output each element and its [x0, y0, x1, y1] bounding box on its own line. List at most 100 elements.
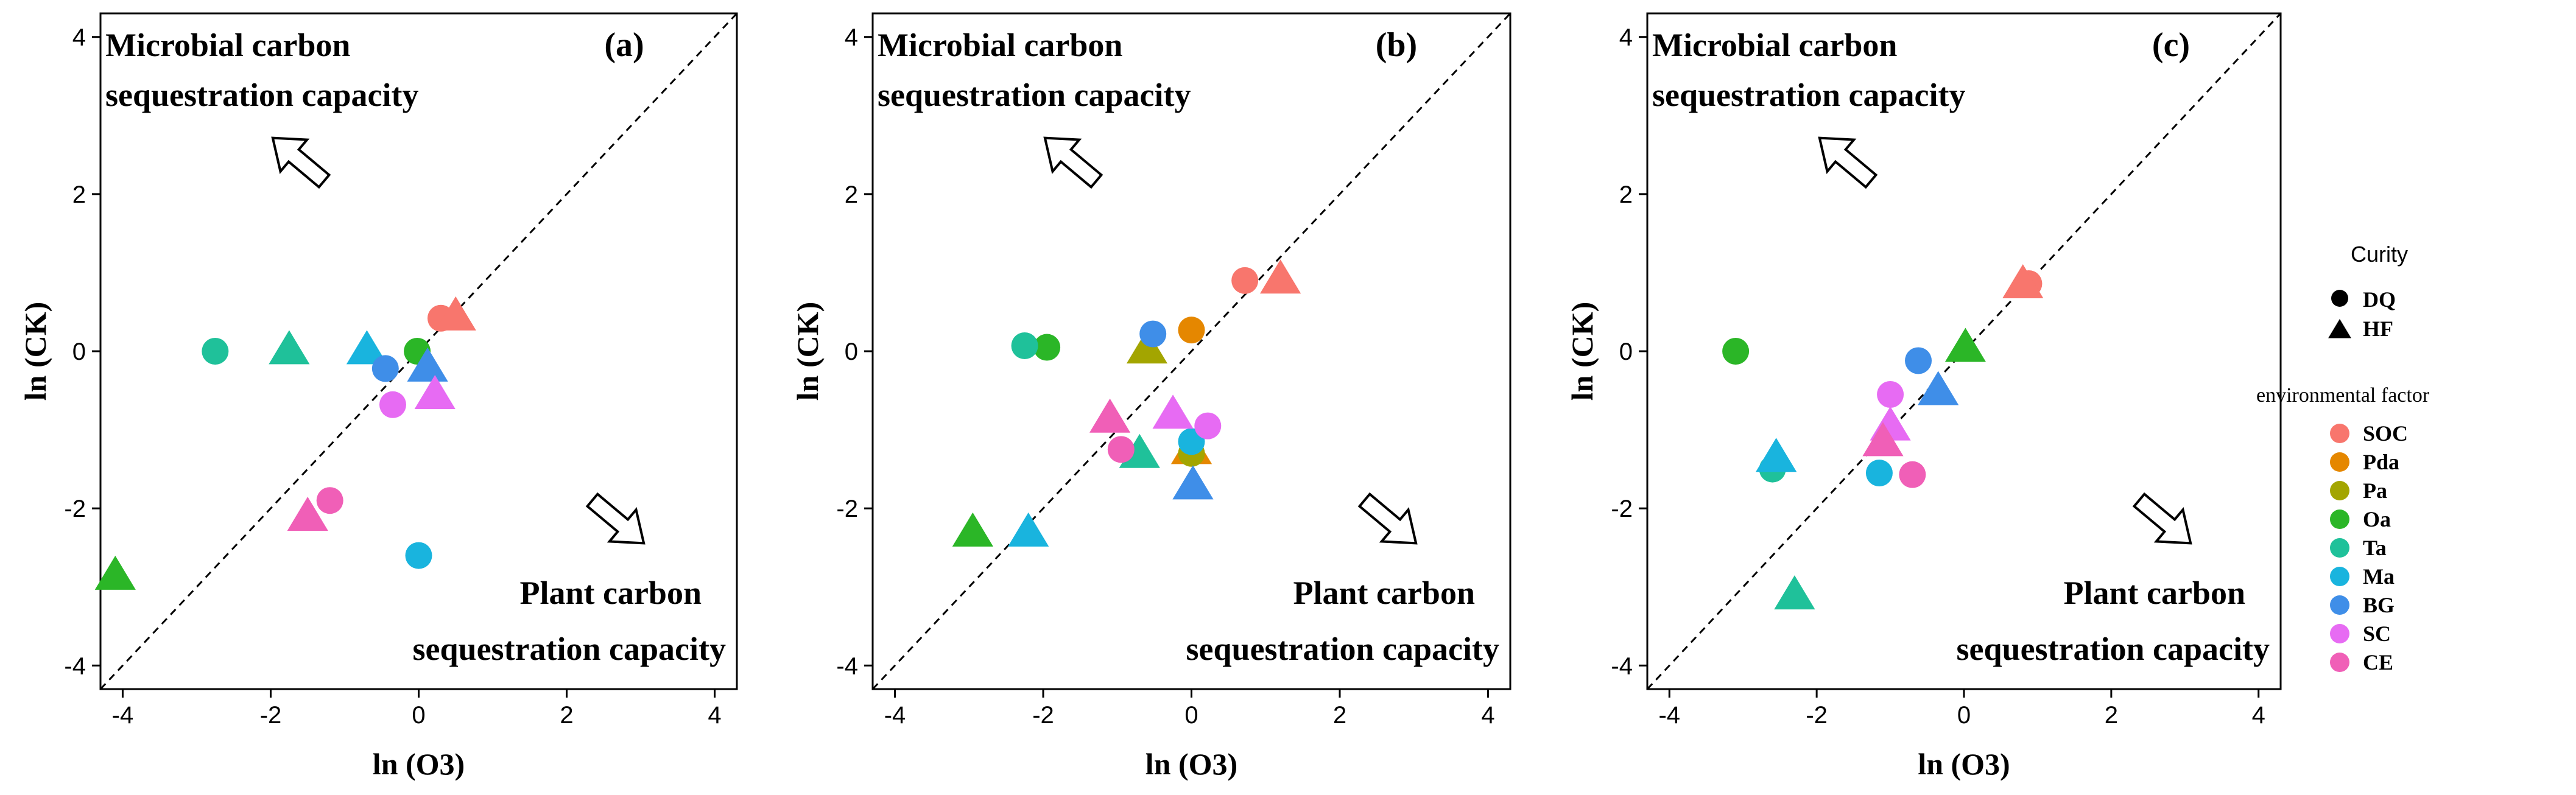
annotation-top-line-1: Microbial carbon: [878, 27, 1122, 63]
annotation-bottom-line-1: Plant carbon: [1293, 575, 1475, 611]
legend-swatch-pda: [2330, 452, 2349, 472]
legend-shape-label: DQ: [2363, 287, 2396, 312]
point-oa-hf: [94, 555, 136, 590]
x-axis-label: ln (O3): [373, 747, 465, 781]
point-oa-hf: [1944, 327, 1987, 362]
arrow-down-right-icon: [1357, 492, 1418, 545]
point-ce-dq: [1899, 461, 1926, 488]
point-ce-hf: [1862, 422, 1904, 457]
legend-env-label: Ma: [2363, 564, 2395, 589]
x-tick-label: 2: [2105, 702, 2118, 729]
arrow-up-left-icon: [1818, 136, 1878, 189]
legend-swatch-ce: [2330, 653, 2349, 672]
point-ce-dq: [1107, 436, 1135, 463]
point-pda-dq: [1178, 317, 1205, 344]
x-tick-label: 2: [560, 702, 573, 729]
point-ma-dq: [1865, 460, 1893, 487]
point-bg-dq: [1905, 347, 1932, 374]
x-tick-label: -4: [884, 702, 906, 729]
annotation-bottom-line-2: sequestration capacity: [1957, 631, 2270, 667]
annotation-bottom-line-1: Plant carbon: [2063, 575, 2245, 611]
y-axis-label: ln (CK): [18, 302, 52, 401]
y-axis-label: ln (CK): [1565, 302, 1599, 401]
point-bg-hf: [1172, 465, 1214, 500]
point-bg-hf: [407, 347, 448, 382]
y-tick-label: 0: [1619, 338, 1633, 365]
point-sc-hf: [414, 374, 456, 409]
legend-env-label: Ta: [2363, 536, 2387, 560]
legend-swatch-sc: [2330, 624, 2349, 643]
x-tick-label: -4: [1658, 702, 1680, 729]
y-tick-label: 2: [1619, 181, 1633, 208]
panel-1: -4 -4 -2 -2 0 0 2 2 4 4 ln (O3) ln (CK) (a) Microbial…: [18, 12, 738, 781]
arrow-down-right-icon: [585, 492, 646, 545]
point-soc-hf: [1259, 259, 1301, 294]
point-sc-dq: [1194, 412, 1222, 440]
legend-swatch-ta: [2330, 538, 2349, 558]
point-oa-dq: [1033, 334, 1061, 361]
reference-line-y-equals-x: [871, 12, 1511, 690]
point-oa-hf: [952, 512, 993, 547]
point-ta-hf: [1774, 575, 1815, 610]
legend-swatch-pa: [2330, 481, 2349, 500]
arrow-up-left-icon: [271, 136, 331, 189]
point-sc-dq: [1877, 380, 1904, 408]
point-sc-dq: [379, 391, 406, 418]
x-tick-label: -2: [1032, 702, 1054, 729]
legend: Curity DQ HF environmental factor SOC Pda P…: [2256, 242, 2430, 674]
x-tick-label: -2: [260, 702, 282, 729]
point-soc-dq: [1231, 267, 1259, 294]
legend-swatch-soc: [2330, 424, 2349, 443]
y-tick-label: 2: [72, 181, 86, 208]
x-tick-label: -4: [112, 702, 134, 729]
point-ta-dq: [202, 338, 229, 365]
annotation-top-line-2: sequestration capacity: [105, 77, 418, 113]
point-ce-hf: [287, 497, 328, 531]
legend-swatch-bg: [2330, 595, 2349, 615]
arrow-down-right-icon: [2132, 492, 2192, 545]
point-bg-dq: [371, 355, 399, 382]
x-tick-label: 0: [412, 702, 425, 729]
point-pa-hf: [1126, 329, 1168, 364]
point-ce-dq: [316, 487, 343, 514]
point-sc-hf: [1152, 394, 1194, 429]
y-tick-label: 0: [72, 338, 86, 365]
legend-circle-icon: [2331, 290, 2348, 307]
y-tick-label: -2: [1611, 496, 1633, 522]
point-soc-hf: [2002, 264, 2044, 298]
legend-env-label: SC: [2363, 622, 2391, 646]
y-tick-label: -4: [64, 653, 86, 679]
legend-env-label: CE: [2363, 650, 2393, 674]
annotation-bottom-line-2: sequestration capacity: [1186, 631, 1499, 667]
annotation-bottom-line-2: sequestration capacity: [413, 631, 726, 667]
annotation-top-line-1: Microbial carbon: [105, 27, 350, 63]
panel-3: -4 -4 -2 -2 0 0 2 2 4 4 ln (O3) ln (CK) (c) Microbial…: [1565, 12, 2282, 781]
point-bg-dq: [1139, 320, 1167, 348]
panel-label: (b): [1376, 26, 1417, 64]
x-tick-label: 4: [1481, 702, 1494, 729]
annotation-top-line-2: sequestration capacity: [878, 77, 1191, 113]
point-ma-hf: [1756, 438, 1797, 472]
annotation-top-line-2: sequestration capacity: [1652, 77, 1965, 113]
y-tick-label: 4: [1619, 24, 1633, 51]
arrow-up-left-icon: [1043, 136, 1103, 189]
point-ma-dq: [405, 542, 432, 569]
legend-env-title: environmental factor: [2256, 384, 2430, 407]
y-tick-label: -4: [1611, 653, 1633, 679]
point-ma-hf: [1008, 512, 1049, 547]
x-tick-label: 0: [1184, 702, 1198, 729]
y-tick-label: 0: [845, 338, 858, 365]
x-axis-label: ln (O3): [1145, 747, 1237, 781]
legend-swatch-ma: [2330, 567, 2349, 586]
legend-env-label: Pda: [2363, 450, 2399, 474]
legend-shape-label: HF: [2363, 317, 2393, 341]
point-oa-dq: [1722, 338, 1750, 365]
point-ce-hf: [1089, 398, 1131, 433]
y-tick-label: -2: [836, 496, 858, 522]
point-ma-hf: [346, 330, 388, 365]
panel-label: (a): [604, 26, 644, 64]
y-tick-label: -2: [64, 496, 86, 522]
annotation-top-line-1: Microbial carbon: [1652, 27, 1897, 63]
x-tick-label: 4: [708, 702, 721, 729]
